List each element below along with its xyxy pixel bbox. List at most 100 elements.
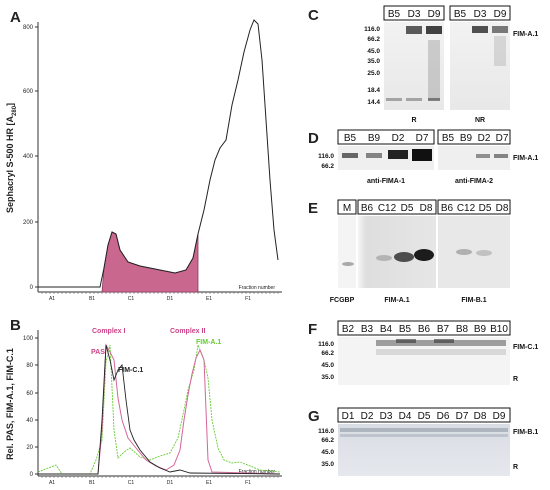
f-lane: B4 [380,324,393,335]
e-antibody-1: FIM-A.1 [384,297,409,304]
g-cond: R [513,464,518,471]
e-lane: D8 [496,203,509,214]
c-lane: D9 [494,9,507,20]
b-xtick: D1 [167,480,174,486]
b-ytick: 20 [26,445,33,451]
d-lane: D2 [478,133,491,144]
a-ytick: 800 [23,25,34,31]
b-series-fima [37,343,281,475]
a-ytick: 600 [23,89,34,95]
a-xtick: A1 [49,296,55,302]
c-lane: B5 [454,9,467,20]
d-antibody-1: anti-FIMA-1 [367,178,405,185]
d-lane: B9 [460,133,473,144]
b-xtick: A1 [49,480,55,486]
g-lane: D3 [380,411,393,422]
panel-label-e: E [308,200,318,217]
b-series-fimc [38,344,281,475]
c-band-label: FIM-A.1 [513,31,538,38]
c-mw: 116.0 [364,26,380,33]
e-lane: M [343,203,351,214]
f-lane: B7 [437,324,450,335]
b-label-fima: FIM-A.1 [196,339,221,346]
e-lane: B6 [361,203,374,214]
b-xlabel: Fraction number [239,469,276,475]
f-lane: B8 [456,324,469,335]
e-lane: C12 [457,203,476,214]
a-curve [38,19,279,288]
c-mw: 18.4 [367,87,380,94]
f-lane: B9 [474,324,487,335]
e-lane: B6 [441,203,454,214]
f-lane: B10 [490,324,508,335]
d-mw: 66.2 [321,163,334,170]
panel-e-blot: M B6 C12 D5 D8 B6 C12 D5 D8 FCGBP FIM-A.… [330,199,511,304]
e-lane: C12 [378,203,397,214]
b-ytick: 100 [23,336,34,342]
panel-b-chart: 0 20 40 60 80 100 Rel. PAS, FIM-A.1, FIM… [5,328,282,486]
g-lane: D4 [399,411,412,422]
a-xtick: C1 [128,296,135,302]
c-mw: 45.0 [367,48,380,55]
a-ylabel: Sephacryl S-500 HR [A280] [5,103,18,213]
d-lane: B9 [368,133,381,144]
g-lane: D8 [474,411,487,422]
g-lane: D5 [418,411,431,422]
panel-label-g: G [308,408,320,425]
a-xlabel: Fraction number [239,285,276,291]
a-shaded-area [101,231,199,293]
c-lane: B5 [388,9,401,20]
panel-label-c: C [308,7,319,24]
g-mw: 45.0 [321,449,334,456]
a-ytick: 200 [23,220,34,226]
c-mw: 35.0 [367,58,380,65]
d-band-label: FIM-A.1 [513,155,538,162]
panel-f-blot: B2 B3 B4 B5 B6 B7 B8 B9 B10 116.0 66.2 4… [318,320,538,385]
f-mw: 116.0 [318,341,334,348]
f-lane: B5 [399,324,412,335]
g-mw: 116.0 [318,428,334,435]
g-lane: D2 [361,411,374,422]
d-lane: B5 [344,133,357,144]
panel-label-f: F [308,321,317,338]
b-ytick: 0 [30,472,34,478]
d-antibody-2: anti-FIMA-2 [455,178,493,185]
c-lane: D3 [474,9,487,20]
c-mw: 25.0 [367,70,380,77]
c-cond-nr: NR [475,117,485,124]
panel-c-blot: B5 D3 D9 B5 D3 D9 116.0 66.2 45.0 35.0 2… [364,5,538,124]
d-mw: 116.0 [318,153,334,160]
f-mw: 35.0 [321,374,334,381]
e-antibody-2: FIM-B.1 [461,297,486,304]
panel-d-blot: B5 B9 D2 D7 B5 B9 D2 D7 116.0 66.2 FIM-A… [318,129,538,185]
f-cond: R [513,376,518,383]
b-xtick: C1 [128,480,135,486]
g-lane: D1 [342,411,355,422]
d-lane: D7 [496,133,509,144]
c-mw: 14.4 [367,99,380,106]
b-xtick: F1 [245,480,251,486]
c-cond-r: R [411,117,416,124]
b-label-pas: PAS [91,349,105,356]
b-ylabel: Rel. PAS, FIM-A.1, FIM-C.1 [5,348,15,460]
b-xtick: B1 [89,480,95,486]
c-lane: D3 [408,9,421,20]
g-mw: 66.2 [321,437,334,444]
a-xtick: F1 [245,296,251,302]
d-lane: D2 [392,133,405,144]
a-xtick: D1 [167,296,174,302]
b-label-fimc: FIM-C.1 [118,367,143,374]
a-xtick: E1 [206,296,212,302]
b-label-complex1: Complex I [92,328,126,335]
panel-label-a: A [10,9,21,26]
e-marker-label: FCGBP [330,297,355,304]
b-label-complex2: Complex II [170,328,205,335]
e-lane: D8 [420,203,433,214]
panel-a-chart: 0 200 400 600 800 Sephacryl S-500 HR [A2… [5,19,282,302]
g-lane: D6 [437,411,450,422]
d-lane: D7 [416,133,429,144]
b-xtick: E1 [206,480,212,486]
g-lane: D7 [456,411,469,422]
b-ytick: 60 [26,391,33,397]
